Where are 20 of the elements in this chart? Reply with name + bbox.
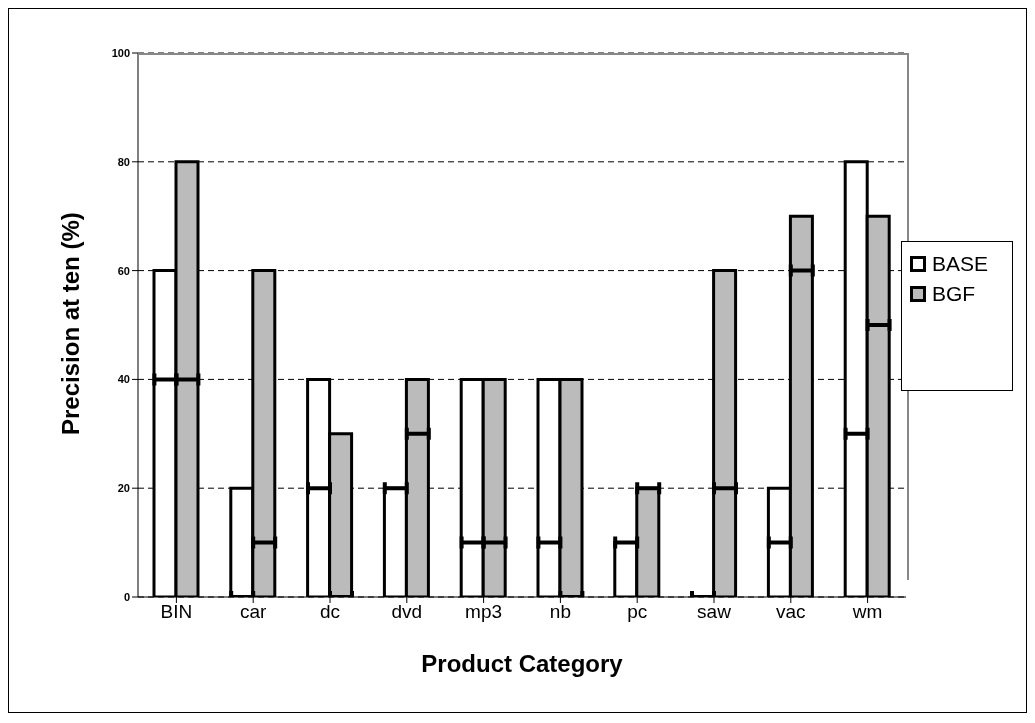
y-tick-label: 80 [117, 155, 130, 168]
x-tick-label: BIN [160, 601, 193, 623]
y-axis-title: Precision at ten (%) [56, 212, 84, 435]
x-tick-label: wm [851, 601, 883, 623]
x-tick-label: saw [697, 601, 732, 623]
x-tick-label: dc [319, 601, 341, 623]
x-tick-label: vac [776, 601, 806, 623]
legend-label: BGF [932, 282, 976, 306]
x-axis-title: Product Category [421, 650, 624, 677]
x-tick-label: car [240, 601, 268, 623]
legend-label: BASE [932, 252, 989, 276]
y-tick-label: 60 [117, 264, 130, 277]
y-tick-label: 100 [111, 46, 130, 59]
x-tick-label: nb [549, 601, 571, 623]
x-tick-label: mp3 [465, 601, 503, 623]
y-tick-label: 0 [123, 590, 130, 603]
x-tick-label: pc [627, 601, 648, 623]
x-tick-label: dvd [391, 601, 423, 623]
y-tick-label: 20 [117, 482, 130, 495]
y-tick-label: 40 [117, 373, 130, 386]
